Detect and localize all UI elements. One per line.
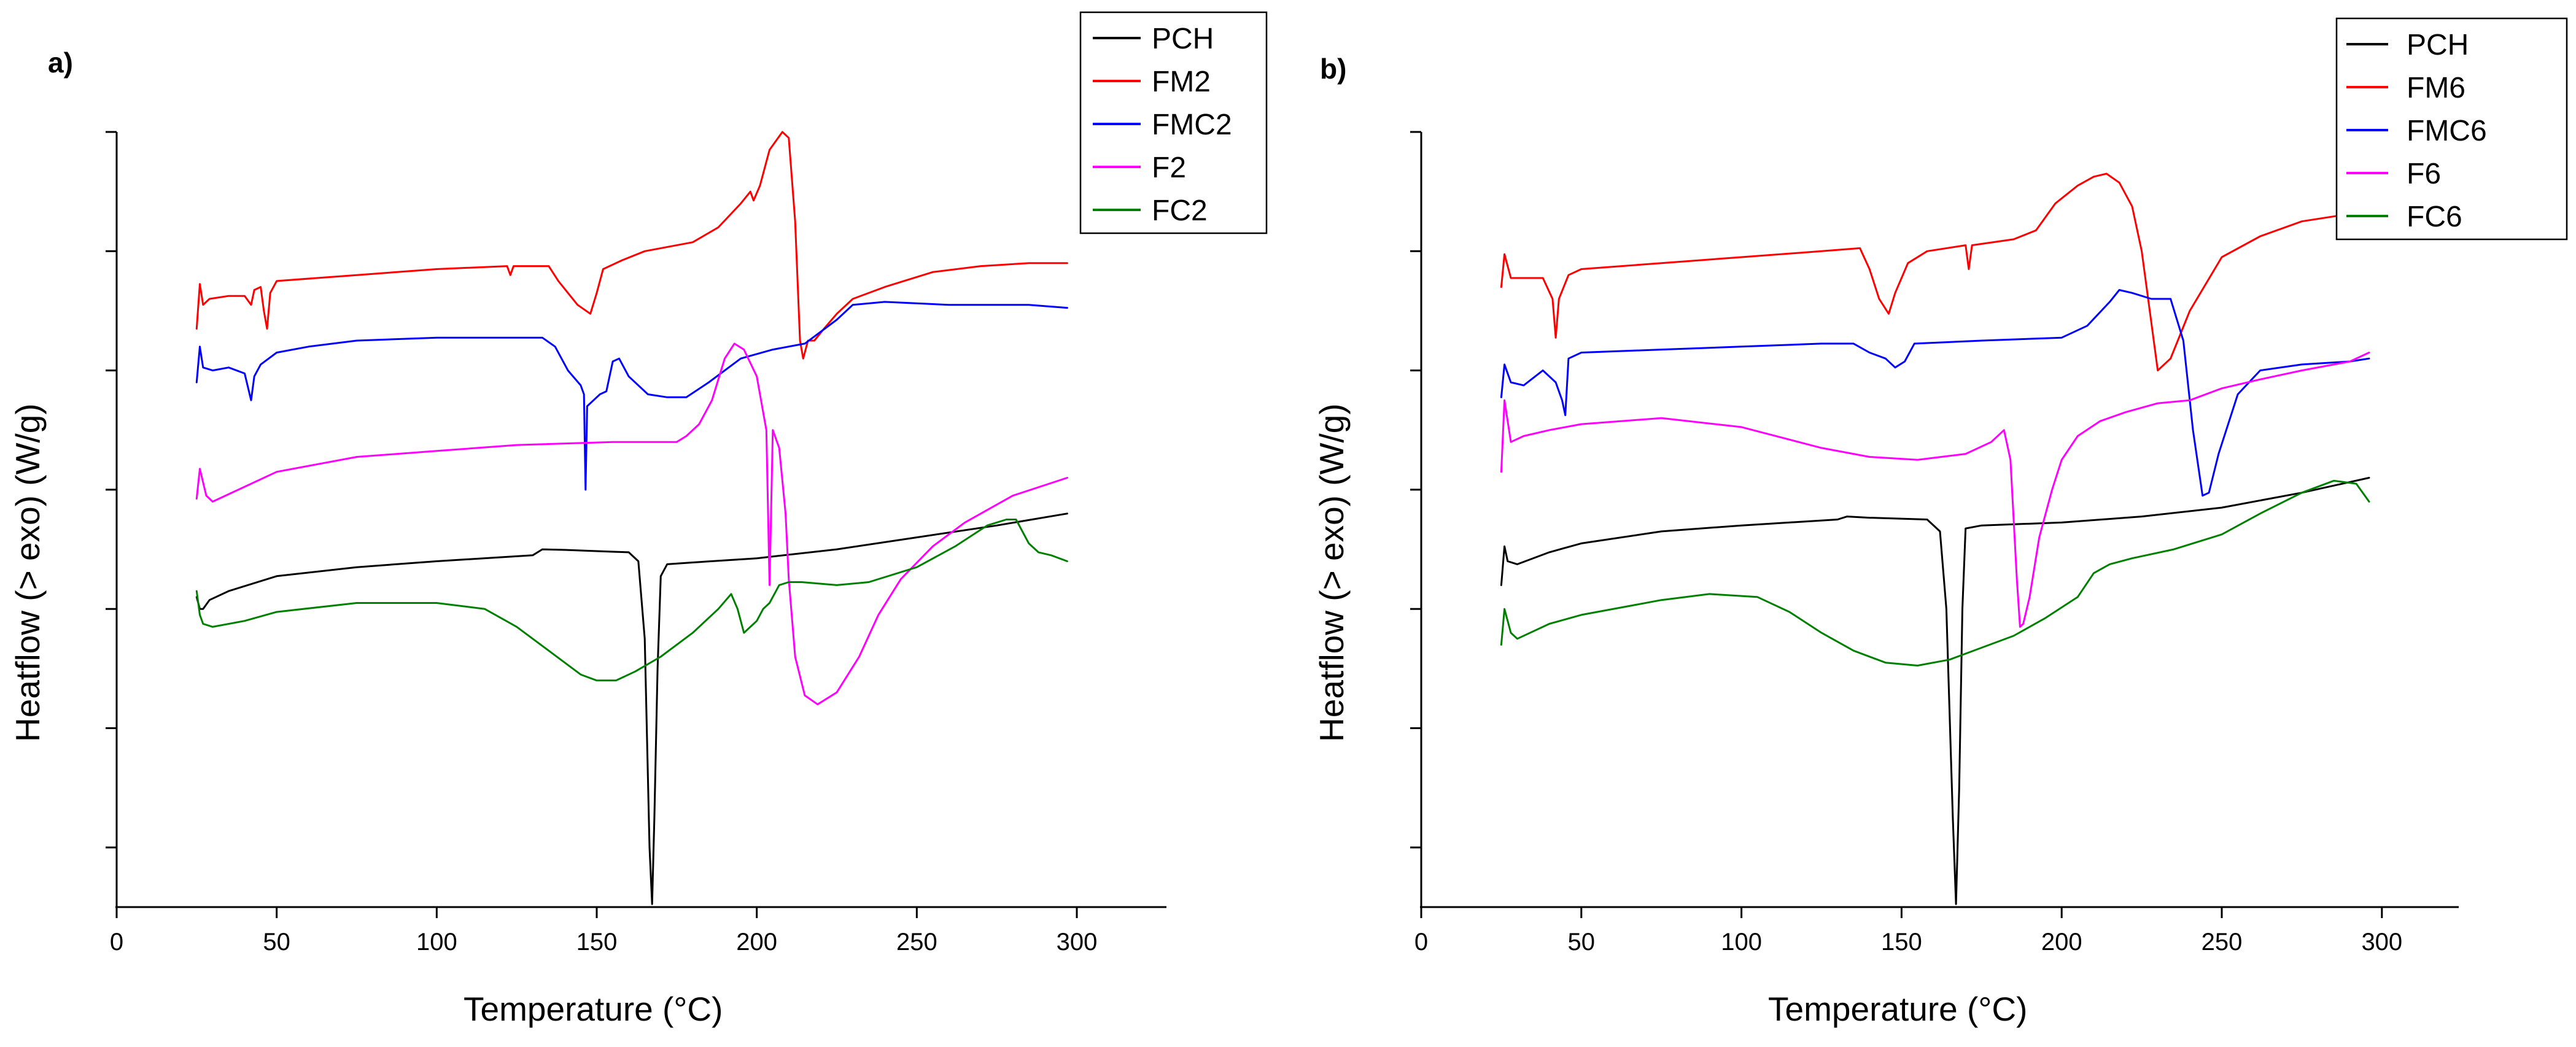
panel-a-x-tick-label: 150 (576, 929, 618, 956)
panel-a-series-fc2 (195, 519, 1068, 682)
panel-a-x-axis-title: Temperature (°C) (464, 990, 723, 1028)
panel-b-series-fmc6 (1500, 289, 2370, 497)
panel-a-ticks: 0 50 100 150 200 250 300 (106, 131, 1098, 956)
panel-a-y-axis-title: Heatflow (> exo) (W/g) (9, 403, 47, 742)
panel-a-x-tick-label: 50 (263, 929, 290, 956)
panel-b-series-fm6 (1500, 172, 2370, 372)
panel-a-series-pch (195, 512, 1068, 905)
panel-a-legend-label-pch: PCH (1152, 23, 1214, 55)
panel-b-series-f6 (1500, 352, 2370, 628)
panel-b-legend-label-fc6: FC6 (2407, 201, 2462, 233)
panel-b-ticks: 0 50 100 150 200 250 300 (1410, 131, 2402, 956)
panel-b-legend-label-fmc6: FMC6 (2407, 115, 2487, 147)
panel-b-label: b) (1320, 53, 1346, 85)
panel-b-legend-label-f6: F6 (2407, 158, 2441, 190)
panel-b-series-fc6 (1500, 479, 2370, 666)
panel-a-series-f2 (195, 342, 1068, 706)
panel-a-x-tick-label: 100 (416, 929, 457, 956)
panel-b-y-axis-title: Heatflow (> exo) (W/g) (1313, 403, 1351, 742)
panel-a-x-tick-label: 0 (110, 929, 123, 956)
panel-b-series (1500, 172, 2370, 905)
panel-a-legend-label-fm2: FM2 (1152, 66, 1211, 98)
panel-b-x-tick-label: 300 (2361, 929, 2402, 956)
panel-b-x-tick-label: 0 (1414, 929, 1428, 956)
panel-a: a) 0 50 100 150 200 250 300 Temperature (°C) H… (9, 11, 1268, 1028)
panel-b-legend-label-fm6: FM6 (2407, 72, 2465, 104)
panel-a-legend-label-fc2: FC2 (1152, 195, 1208, 227)
panel-a-series-fmc2 (195, 301, 1068, 491)
panel-b: b) 0 50 100 150 200 250 300 Temperature (°C) H… (1313, 17, 2568, 1028)
panel-b-x-tick-label: 150 (1881, 929, 1922, 956)
panel-b-legend: PCH FM6 FMC6 F6 FC6 (2335, 17, 2568, 241)
panel-b-x-tick-label: 50 (1568, 929, 1596, 956)
panel-a-series-fm2 (195, 131, 1068, 360)
panel-a-x-tick-label: 250 (896, 929, 937, 956)
panel-a-legend-label-f2: F2 (1152, 152, 1186, 184)
panel-a-legend: PCH FM2 FMC2 F2 FC2 (1079, 11, 1268, 234)
panel-b-x-tick-label: 200 (2041, 929, 2082, 956)
panel-b-x-axis-title: Temperature (°C) (1768, 990, 2027, 1028)
panel-a-x-tick-label: 200 (736, 929, 777, 956)
panel-a-label: a) (48, 47, 73, 79)
panel-b-x-tick-label: 250 (2202, 929, 2243, 956)
panel-b-series-pch (1500, 477, 2370, 905)
panel-b-x-tick-label: 100 (1721, 929, 1762, 956)
panel-a-legend-box (1079, 11, 1268, 234)
panel-b-legend-label-pch: PCH (2407, 29, 2469, 61)
panel-a-legend-label-fmc2: FMC2 (1152, 109, 1232, 141)
panel-a-series (195, 131, 1068, 905)
panel-a-x-tick-label: 300 (1057, 929, 1098, 956)
